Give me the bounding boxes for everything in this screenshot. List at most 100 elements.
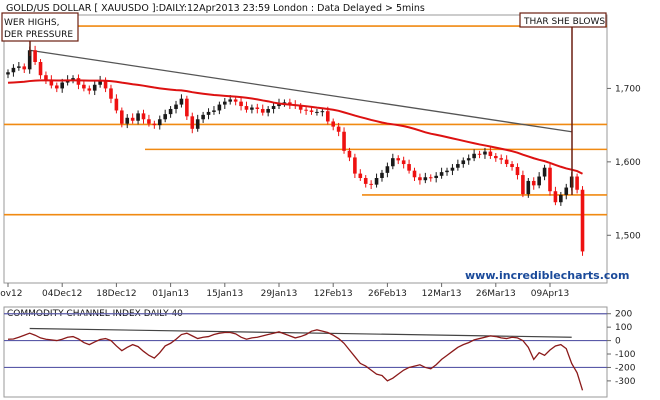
candle-body <box>434 175 438 179</box>
candle-body <box>526 180 531 195</box>
x-tick-label: 26Mar13 <box>476 289 516 299</box>
annotation-lower-highs-line1: WER HIGHS, <box>4 18 59 28</box>
candle-body <box>244 106 249 110</box>
candle-body <box>271 106 276 109</box>
cci-bands <box>4 313 607 369</box>
x-tick-label: 04Dec12 <box>42 289 82 299</box>
candle-body <box>499 158 504 160</box>
candle-body <box>125 117 130 124</box>
candle-body <box>477 153 482 155</box>
candle-body <box>190 116 195 129</box>
candle-body <box>147 119 151 124</box>
candle-body <box>239 101 243 107</box>
candle-body <box>504 159 509 165</box>
candle-body <box>195 119 200 129</box>
candle-body <box>575 176 579 190</box>
candle-body <box>510 164 514 167</box>
trendline-segment <box>29 49 572 133</box>
candle-body <box>391 158 395 167</box>
candle-body <box>136 113 140 121</box>
candle-body <box>412 170 417 178</box>
x-tick-label: 01Jan13 <box>152 289 189 299</box>
candle-body <box>130 117 135 121</box>
candle-body <box>49 79 54 86</box>
candle-body <box>179 98 184 105</box>
annotation-lower-highs-line2: DER PRESSURE <box>4 30 73 40</box>
candle-body <box>157 119 162 126</box>
cci-panel <box>3 306 608 398</box>
candle-body <box>228 99 233 102</box>
candle-body <box>537 176 541 186</box>
candle-body <box>27 50 32 70</box>
candle-body <box>17 66 21 68</box>
x-tick-label: 12Mar13 <box>422 289 462 299</box>
cci-y-tick-label: -200 <box>615 363 636 373</box>
candle-body <box>369 183 373 185</box>
candle-body <box>71 78 75 80</box>
candle-body <box>353 157 357 174</box>
candle-body <box>358 173 363 179</box>
candle-body <box>580 189 585 252</box>
candle-body <box>288 102 292 105</box>
moving-average-line <box>7 79 583 175</box>
candle-body <box>44 75 48 80</box>
candle-body <box>141 113 146 120</box>
candle-body <box>488 151 493 156</box>
candle-body <box>266 108 270 113</box>
candle-body <box>282 102 287 104</box>
candle-body <box>401 160 406 165</box>
thar-she-blows-annotation: THAR SHE BLOWS <box>519 12 607 195</box>
chart-title: GOLD/US DOLLAR [ XAUUSDO ]:DAILY:12Apr20… <box>6 3 425 14</box>
cci-trendline-segment <box>29 327 572 338</box>
candle-body <box>407 164 411 171</box>
candle-body <box>87 88 92 91</box>
date-x-axis: Nov12 04Dec12 18Dec12 01Jan13 15Jan13 29Jan13… <box>0 283 569 299</box>
x-tick-label: 12Feb13 <box>314 289 353 299</box>
candle-body <box>472 153 476 159</box>
cci-line <box>7 329 584 391</box>
candle-body <box>325 111 330 122</box>
candle-body <box>33 50 37 62</box>
candle-body <box>456 164 460 168</box>
candle-body <box>380 172 384 179</box>
candlestick-series <box>6 45 585 256</box>
cci-y-axis: 200 100 0 -100 -200 -300 <box>607 310 636 387</box>
cci-y-tick-label: 200 <box>615 310 632 320</box>
candle-body <box>521 175 525 195</box>
candle-body <box>298 106 303 110</box>
candle-body <box>255 107 260 109</box>
candle-body <box>250 107 254 110</box>
candle-body <box>483 151 487 155</box>
candle-body <box>103 80 108 89</box>
candle-body <box>445 170 449 173</box>
x-tick-label: 18Dec12 <box>96 289 136 299</box>
candle-body <box>320 111 325 113</box>
price-y-tick-label: 1,700 <box>615 84 641 94</box>
candle-body <box>553 191 558 203</box>
candle-body <box>342 131 346 151</box>
candle-body <box>54 85 59 89</box>
candle-body <box>418 177 422 181</box>
candle-body <box>201 114 205 120</box>
lower-highs-annotation: WER HIGHS, DER PRESSURE <box>1 12 79 56</box>
candle-body <box>163 114 167 120</box>
candle-body <box>223 101 227 105</box>
candle-body <box>185 98 189 117</box>
cci-y-tick-label: -100 <box>615 350 636 360</box>
candle-body <box>542 167 547 177</box>
trendline <box>29 49 572 133</box>
candle-body <box>152 123 157 126</box>
candle-body <box>450 167 455 171</box>
candle-body <box>217 104 222 111</box>
candle-body <box>120 110 124 124</box>
moving-average-path <box>7 79 583 175</box>
candle-body <box>347 150 352 158</box>
candle-body <box>374 178 379 185</box>
candle-body <box>564 187 569 195</box>
watermark: www.incrediblecharts.com <box>465 269 629 282</box>
candle-body <box>466 158 471 161</box>
candle-body <box>174 104 178 109</box>
candle-body <box>206 111 211 115</box>
candle-body <box>277 103 281 107</box>
support-resistance-lines <box>4 25 607 216</box>
